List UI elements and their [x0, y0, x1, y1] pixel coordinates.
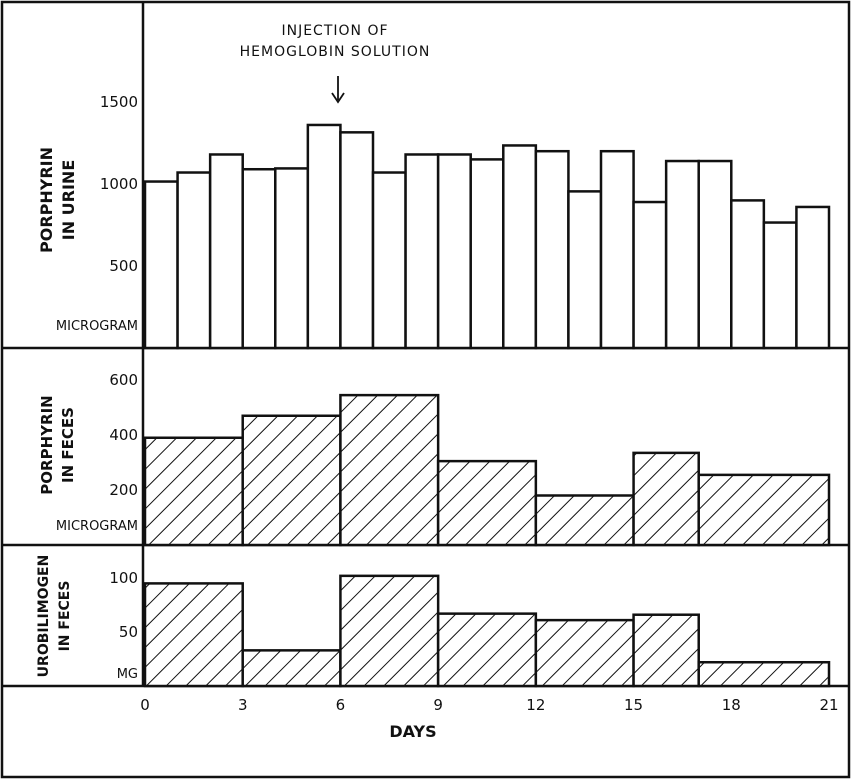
- bottom-ytick-label: 50: [119, 623, 138, 641]
- urobilimogen-ylabel: UROBILIMOGEN IN FECES: [36, 555, 73, 678]
- top-ytick-label: 1000: [100, 175, 138, 193]
- middle-bar-4: [534, 494, 635, 547]
- top-bar-11: [502, 144, 538, 350]
- x-tick-label: 6: [336, 696, 346, 714]
- top-bar-0: [143, 180, 179, 350]
- urine-unit-label: MICROGRAM: [56, 319, 138, 334]
- x-axis-label: DAYS: [389, 722, 436, 741]
- top-ytick-label: 1500: [100, 93, 138, 111]
- annotation-arrow-head: [331, 92, 345, 104]
- bottom-bar-4: [534, 618, 635, 688]
- x-tick-label: 21: [819, 696, 838, 714]
- top-bar-15: [632, 200, 668, 350]
- feces-porphyrin-ylabel: PORPHYRIN IN FECES: [38, 395, 77, 494]
- middle-bar-2: [339, 393, 440, 547]
- urine-ylabel-line-2: IN URINE: [59, 160, 78, 241]
- urobilimogen-unit-label: MG: [117, 667, 138, 682]
- top-bar-12: [534, 149, 570, 350]
- feces-porphyrin-ylabel-line-1: PORPHYRIN: [38, 395, 56, 494]
- top-ytick-label: 500: [109, 257, 138, 275]
- x-tick-label: 9: [433, 696, 443, 714]
- bottom-bar-1: [241, 649, 342, 688]
- urobilimogen-ylabel-line-2: IN FECES: [57, 581, 73, 652]
- annotation-line-1: INJECTION OF: [281, 23, 388, 39]
- x-tick-label: 3: [238, 696, 248, 714]
- top-bar-6: [339, 131, 375, 350]
- bottom-bar-0: [143, 582, 244, 688]
- middle-bar-0: [143, 436, 244, 547]
- middle-ytick-label: 200: [109, 481, 138, 499]
- x-tick-label: 12: [526, 696, 545, 714]
- top-bar-7: [371, 171, 407, 350]
- top-bar-3: [241, 167, 277, 350]
- urine-ylabel-line-1: PORPHYRIN: [37, 147, 56, 253]
- bottom-bar-5: [632, 613, 700, 688]
- top-bar-16: [664, 159, 700, 350]
- x-tick-label: 0: [140, 696, 150, 714]
- middle-ytick-label: 600: [109, 371, 138, 389]
- feces-porphyrin-unit-label: MICROGRAM: [56, 519, 138, 534]
- middle-bar-1: [241, 414, 342, 547]
- bars-layer: [143, 123, 831, 688]
- x-tick-label: 18: [722, 696, 741, 714]
- bottom-bar-2: [339, 574, 440, 688]
- x-tick-label: 15: [624, 696, 643, 714]
- top-bar-5: [306, 123, 342, 350]
- top-bar-4: [274, 167, 310, 350]
- middle-bar-5: [632, 451, 700, 547]
- top-bar-19: [762, 221, 798, 350]
- top-bar-17: [697, 159, 733, 350]
- top-bar-9: [436, 153, 472, 350]
- urine-ylabel: PORPHYRIN IN URINE: [37, 147, 78, 253]
- top-bar-18: [730, 199, 766, 350]
- top-bar-1: [176, 171, 212, 350]
- top-bar-2: [208, 153, 244, 350]
- top-bar-20: [795, 205, 831, 350]
- bottom-bar-3: [436, 612, 538, 688]
- middle-bar-6: [697, 473, 831, 547]
- middle-bar-3: [436, 459, 538, 547]
- bottom-bar-6: [697, 660, 831, 688]
- urobilimogen-ylabel-line-1: UROBILIMOGEN: [36, 555, 52, 678]
- top-bar-10: [469, 158, 505, 350]
- top-bar-8: [404, 153, 440, 350]
- middle-ytick-label: 400: [109, 426, 138, 444]
- top-bar-14: [599, 149, 635, 350]
- top-bar-13: [567, 190, 603, 350]
- bottom-ytick-label: 100: [109, 569, 138, 587]
- feces-porphyrin-ylabel-line-2: IN FECES: [59, 407, 77, 483]
- annotation-line-2: HEMOGLOBIN SOLUTION: [240, 44, 431, 60]
